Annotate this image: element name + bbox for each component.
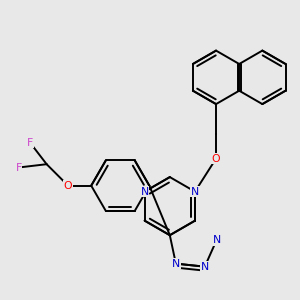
Text: F: F: [15, 163, 22, 172]
Text: N: N: [201, 262, 209, 272]
Text: N: N: [212, 235, 221, 245]
Text: F: F: [27, 138, 33, 148]
Text: N: N: [172, 259, 180, 269]
Text: N: N: [191, 187, 199, 196]
Text: O: O: [64, 181, 72, 191]
Text: O: O: [212, 154, 220, 164]
Text: N: N: [140, 187, 149, 196]
